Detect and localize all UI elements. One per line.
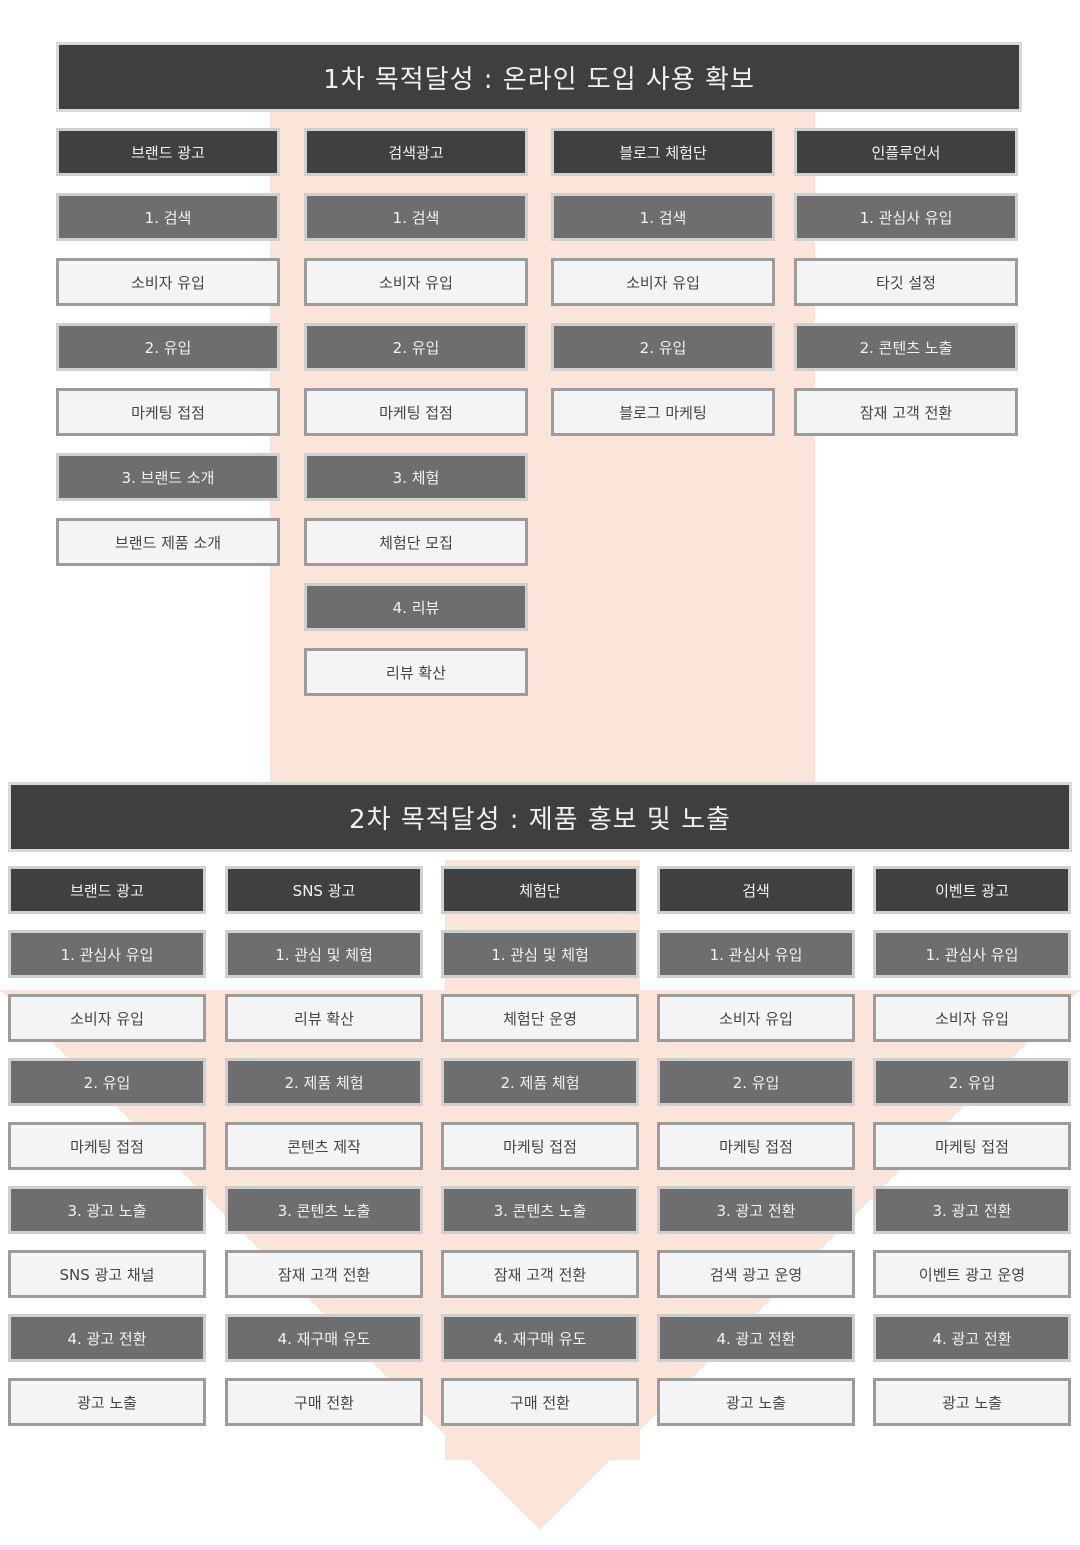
phase2-target-box: 체험단 운영	[441, 994, 639, 1042]
phase1-column-header: 검색광고	[304, 128, 528, 176]
phase2-step-label: 3. 광고 전환	[873, 1186, 1071, 1234]
phase2-step-label: 2. 제품 체험	[225, 1058, 423, 1106]
phase2-step-label: 1. 관심사 유입	[873, 930, 1071, 978]
phase1-step-label: 2. 콘텐츠 노출	[794, 323, 1018, 371]
phase2-step-label: 2. 유입	[873, 1058, 1071, 1106]
phase1-target-box: 타깃 설정	[794, 258, 1018, 306]
phase2-column-header: 체험단	[441, 866, 639, 914]
phase2-step-label: 1. 관심사 유입	[8, 930, 206, 978]
phase1-step-label: 2. 유입	[551, 323, 775, 371]
bottom-divider	[0, 1545, 1080, 1550]
phase2-step-label: 2. 유입	[657, 1058, 855, 1106]
phase2-step-label: 4. 광고 전환	[657, 1314, 855, 1362]
phase1-step-label: 3. 체험	[304, 453, 528, 501]
phase1-target-box: 소비자 유입	[304, 258, 528, 306]
phase1-step-label: 2. 유입	[304, 323, 528, 371]
phase2-target-box: 구매 전환	[225, 1378, 423, 1426]
phase2-title-banner: 2차 목적달성 : 제품 홍보 및 노출	[8, 782, 1072, 852]
phase2-step-label: 4. 재구매 유도	[441, 1314, 639, 1362]
phase1-column-header: 인플루언서	[794, 128, 1018, 176]
phase2-target-box: 소비자 유입	[8, 994, 206, 1042]
phase1-step-label: 3. 브랜드 소개	[56, 453, 280, 501]
phase2-target-box: 잠재 고객 전환	[441, 1250, 639, 1298]
phase1-step-label: 2. 유입	[56, 323, 280, 371]
phase2-column-header: 검색	[657, 866, 855, 914]
phase1-target-box: 소비자 유입	[551, 258, 775, 306]
phase2-step-label: 4. 광고 전환	[873, 1314, 1071, 1362]
phase2-column-header: SNS 광고	[225, 866, 423, 914]
phase2-column-header: 이벤트 광고	[873, 866, 1071, 914]
phase1-target-box: 체험단 모집	[304, 518, 528, 566]
phase2-column-header: 브랜드 광고	[8, 866, 206, 914]
phase2-step-label: 4. 재구매 유도	[225, 1314, 423, 1362]
phase1-target-box: 소비자 유입	[56, 258, 280, 306]
phase1-target-box: 잠재 고객 전환	[794, 388, 1018, 436]
phase2-step-label: 2. 제품 체험	[441, 1058, 639, 1106]
phase2-target-box: 소비자 유입	[873, 994, 1071, 1042]
phase2-step-label: 1. 관심 및 체험	[441, 930, 639, 978]
phase1-column-header: 브랜드 광고	[56, 128, 280, 176]
phase2-step-label: 3. 콘텐츠 노출	[225, 1186, 423, 1234]
phase2-target-box: 구매 전환	[441, 1378, 639, 1426]
phase2-target-box: 마케팅 접점	[441, 1122, 639, 1170]
phase1-target-box: 리뷰 확산	[304, 648, 528, 696]
phase1-target-box: 마케팅 접점	[304, 388, 528, 436]
phase2-target-box: 잠재 고객 전환	[225, 1250, 423, 1298]
phase1-column-header: 블로그 체험단	[551, 128, 775, 176]
phase1-target-box: 마케팅 접점	[56, 388, 280, 436]
phase2-step-label: 4. 광고 전환	[8, 1314, 206, 1362]
phase2-target-box: 마케팅 접점	[873, 1122, 1071, 1170]
phase2-target-box: 리뷰 확산	[225, 994, 423, 1042]
phase2-target-box: SNS 광고 채널	[8, 1250, 206, 1298]
phase2-step-label: 3. 광고 노출	[8, 1186, 206, 1234]
phase2-target-box: 마케팅 접점	[8, 1122, 206, 1170]
phase2-step-label: 1. 관심사 유입	[657, 930, 855, 978]
phase2-step-label: 3. 광고 전환	[657, 1186, 855, 1234]
phase2-target-box: 소비자 유입	[657, 994, 855, 1042]
phase1-step-label: 1. 검색	[56, 193, 280, 241]
phase2-step-label: 1. 관심 및 체험	[225, 930, 423, 978]
phase2-target-box: 검색 광고 운영	[657, 1250, 855, 1298]
phase1-step-label: 1. 검색	[551, 193, 775, 241]
phase2-step-label: 3. 콘텐츠 노출	[441, 1186, 639, 1234]
phase1-step-label: 1. 관심사 유입	[794, 193, 1018, 241]
phase1-step-label: 1. 검색	[304, 193, 528, 241]
phase1-title-banner: 1차 목적달성 : 온라인 도입 사용 확보	[56, 42, 1022, 112]
phase1-target-box: 블로그 마케팅	[551, 388, 775, 436]
phase2-target-box: 광고 노출	[657, 1378, 855, 1426]
phase2-target-box: 이벤트 광고 운영	[873, 1250, 1071, 1298]
phase2-target-box: 광고 노출	[8, 1378, 206, 1426]
phase1-step-label: 4. 리뷰	[304, 583, 528, 631]
phase2-target-box: 광고 노출	[873, 1378, 1071, 1426]
phase2-target-box: 마케팅 접점	[657, 1122, 855, 1170]
phase2-step-label: 2. 유입	[8, 1058, 206, 1106]
phase2-target-box: 콘텐츠 제작	[225, 1122, 423, 1170]
phase1-target-box: 브랜드 제품 소개	[56, 518, 280, 566]
